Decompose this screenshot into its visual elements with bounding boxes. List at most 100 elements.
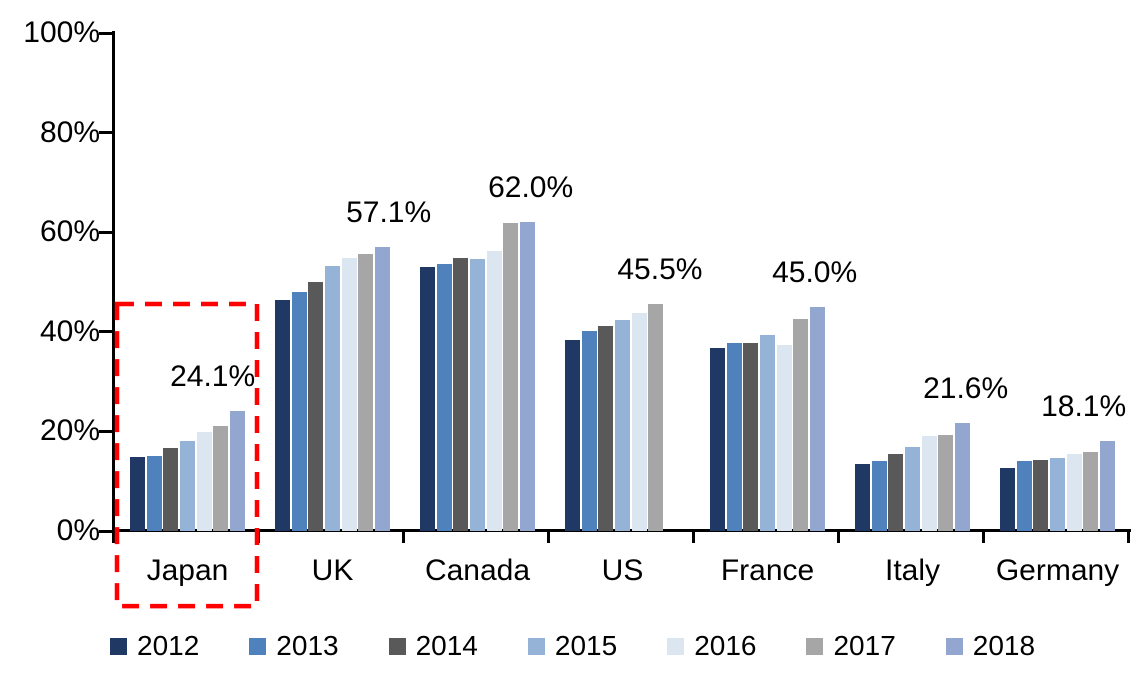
- y-tick-label-40pct: 40%: [39, 314, 100, 348]
- bar-germany-2016: [1066, 454, 1082, 531]
- y-tick-40pct: [99, 330, 112, 334]
- legend-label-2015: 2015: [554, 630, 618, 661]
- legend-item-2015: 2015: [527, 630, 618, 662]
- legend-item-2016: 2016: [667, 630, 756, 662]
- category-label-germany: Germany: [995, 554, 1120, 587]
- bar-uk-2012: [274, 299, 290, 531]
- bar-france-2012: [709, 348, 725, 531]
- highlight-box-japan: [114, 301, 260, 609]
- bar-france-2014: [743, 342, 759, 531]
- bar-uk-2014: [308, 282, 324, 531]
- bar-us-2014: [598, 325, 614, 531]
- category-label-canada: Canada: [424, 554, 531, 587]
- x-boundary-tick: [547, 532, 550, 543]
- y-tick-label-100pct: 100%: [23, 16, 100, 49]
- bar-us-2016: [631, 313, 647, 531]
- data-label-us: 45.5%: [617, 253, 703, 287]
- category-label-japan: Japan: [146, 554, 229, 587]
- legend-marker-2012: [110, 637, 127, 655]
- bar-us-2015: [615, 320, 630, 531]
- legend-item-2014: 2014: [388, 630, 478, 662]
- plot-area: 0% 20% 40% 60% 80% 100% Japan 24.1% UK 57.1% Canad…: [23, 16, 1131, 609]
- y-tick-label-0pct: 0%: [56, 514, 100, 547]
- category-label-uk: UK: [311, 554, 354, 587]
- legend-marker-2017: [806, 637, 824, 655]
- bar-germany-2017: [1083, 451, 1099, 531]
- category-label-france: France: [720, 554, 815, 587]
- legend-label-2016: 2016: [694, 630, 757, 661]
- bar-canada-2015: [470, 258, 485, 531]
- legend-marker-2013: [249, 637, 267, 655]
- legend-label-2014: 2014: [415, 630, 478, 661]
- legend-item-2012: 2012: [110, 630, 199, 662]
- bar-italy-2013: [871, 461, 887, 531]
- bar-germany-2013: [1016, 461, 1032, 531]
- data-label-canada: 62.0%: [488, 171, 574, 205]
- bar-italy-2012: [854, 464, 870, 531]
- bar-france-2016: [776, 344, 792, 531]
- x-boundary-tick: [1127, 532, 1130, 543]
- data-label-france: 45.0%: [772, 255, 858, 289]
- legend-marker-2015: [527, 637, 545, 655]
- bar-italy-2016: [921, 436, 937, 531]
- legend-item-2013: 2013: [249, 630, 339, 662]
- bar-japan-2014: [163, 447, 179, 531]
- y-tick-label-80pct: 80%: [39, 115, 100, 149]
- bar-italy-2018: [955, 423, 971, 531]
- legend-label-2017: 2017: [833, 630, 896, 661]
- legend-label-2012: 2012: [137, 630, 200, 661]
- y-axis-line: [112, 31, 115, 533]
- x-boundary-tick: [112, 532, 115, 543]
- x-boundary-tick: [982, 532, 985, 543]
- bar-us-2017: [648, 304, 664, 531]
- bar-japan-2013: [146, 456, 162, 531]
- data-label-italy: 21.6%: [923, 372, 1009, 406]
- legend-item-2018: 2018: [945, 630, 1035, 662]
- bar-france-2013: [726, 342, 742, 531]
- bar-japan-2012: [129, 456, 145, 531]
- bar-japan-2017: [213, 426, 229, 531]
- legend-marker-2014: [388, 637, 406, 655]
- bar-germany-2012: [999, 468, 1015, 531]
- bar-france-2015: [760, 334, 775, 531]
- bar-italy-2014: [888, 454, 904, 531]
- y-tick-0pct: [99, 529, 112, 533]
- x-boundary-tick: [402, 532, 405, 543]
- bar-uk-2017: [358, 253, 374, 531]
- y-tick-100pct: [99, 31, 112, 35]
- bar-canada-2013: [436, 264, 452, 531]
- bar-italy-2015: [905, 447, 920, 531]
- bar-canada-2017: [503, 223, 519, 531]
- bar-japan-2015: [180, 441, 195, 531]
- bar-canada-2018: [520, 222, 536, 531]
- x-boundary-tick: [837, 532, 840, 543]
- legend: 2012 2013 2014 2015 2016 2017 2018: [110, 629, 1035, 663]
- legend-marker-2018: [945, 637, 963, 655]
- legend-marker-2016: [667, 637, 685, 655]
- bar-uk-2013: [291, 291, 307, 531]
- bar-germany-2014: [1033, 460, 1049, 531]
- bar-france-2018: [810, 306, 826, 531]
- bar-uk-2015: [325, 266, 340, 531]
- bar-germany-2018: [1100, 440, 1116, 531]
- bar-france-2017: [793, 319, 809, 531]
- category-label-italy: Italy: [884, 554, 941, 587]
- bar-canada-2014: [453, 257, 469, 531]
- bar-us-2013: [581, 330, 597, 531]
- data-label-uk: 57.1%: [346, 195, 432, 229]
- data-label-germany: 18.1%: [1041, 389, 1127, 423]
- bar-uk-2016: [341, 258, 357, 531]
- bar-canada-2016: [486, 250, 502, 531]
- data-label-japan: 24.1%: [170, 359, 256, 393]
- y-tick-label-60pct: 60%: [39, 215, 100, 249]
- category-label-us: US: [601, 554, 644, 587]
- bar-canada-2012: [419, 267, 435, 531]
- bar-uk-2018: [375, 246, 391, 531]
- bar-us-2012: [564, 339, 580, 531]
- bar-italy-2017: [938, 435, 954, 531]
- y-tick-80pct: [99, 131, 112, 135]
- bar-japan-2016: [196, 432, 212, 531]
- bar-japan-2018: [230, 410, 246, 531]
- y-tick-60pct: [99, 230, 112, 234]
